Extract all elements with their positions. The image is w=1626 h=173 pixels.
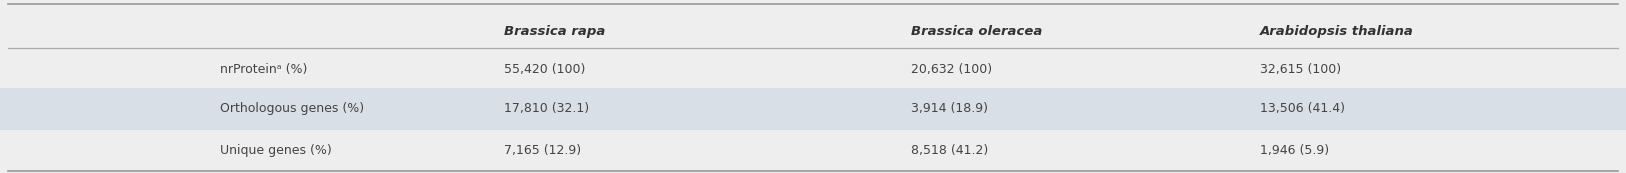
Text: 20,632 (100): 20,632 (100)	[911, 63, 992, 76]
Text: 8,518 (41.2): 8,518 (41.2)	[911, 144, 989, 157]
Text: Unique genes (%): Unique genes (%)	[220, 144, 332, 157]
Bar	[0, 88, 1626, 130]
Text: 32,615 (100): 32,615 (100)	[1260, 63, 1341, 76]
Text: 3,914 (18.9): 3,914 (18.9)	[911, 102, 987, 116]
Bar	[0, 48, 1626, 88]
Text: Brassica rapa: Brassica rapa	[504, 25, 605, 38]
Text: nrProteinᵃ (%): nrProteinᵃ (%)	[220, 63, 307, 76]
Text: Orthologous genes (%): Orthologous genes (%)	[220, 102, 364, 116]
Bar	[0, 130, 1626, 171]
Text: 1,946 (5.9): 1,946 (5.9)	[1260, 144, 1330, 157]
Text: 13,506 (41.4): 13,506 (41.4)	[1260, 102, 1345, 116]
Text: 55,420 (100): 55,420 (100)	[504, 63, 585, 76]
Text: 7,165 (12.9): 7,165 (12.9)	[504, 144, 580, 157]
Text: Arabidopsis thaliana: Arabidopsis thaliana	[1260, 25, 1415, 38]
Text: Brassica oleracea: Brassica oleracea	[911, 25, 1042, 38]
Text: 17,810 (32.1): 17,810 (32.1)	[504, 102, 589, 116]
